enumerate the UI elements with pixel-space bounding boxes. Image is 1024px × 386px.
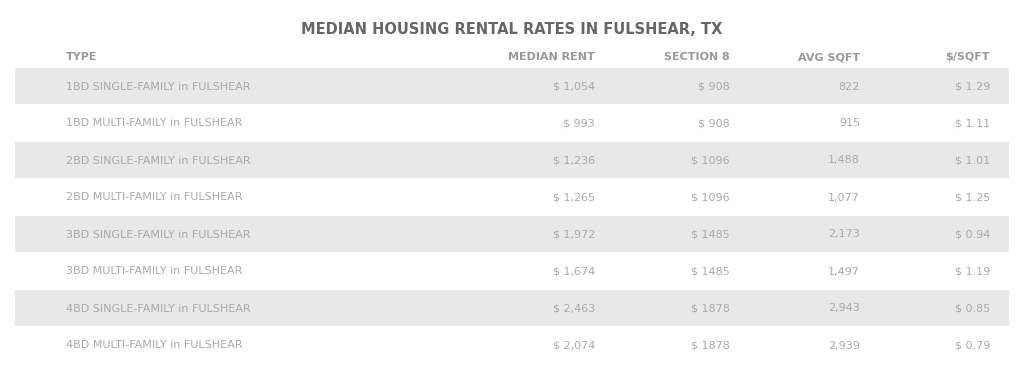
Text: MEDIAN RENT: MEDIAN RENT — [508, 52, 595, 62]
Text: 1,077: 1,077 — [828, 193, 860, 203]
Text: 3BD SINGLE-FAMILY in FULSHEAR: 3BD SINGLE-FAMILY in FULSHEAR — [66, 230, 251, 239]
Text: 2,939: 2,939 — [828, 340, 860, 350]
Bar — [15, 105, 1009, 141]
Text: 4BD SINGLE-FAMILY in FULSHEAR: 4BD SINGLE-FAMILY in FULSHEAR — [66, 303, 251, 313]
Text: 915: 915 — [839, 119, 860, 129]
Text: $ 908: $ 908 — [698, 81, 730, 91]
Bar — [15, 216, 1009, 252]
Text: SECTION 8: SECTION 8 — [665, 52, 730, 62]
Text: MEDIAN HOUSING RENTAL RATES IN FULSHEAR, TX: MEDIAN HOUSING RENTAL RATES IN FULSHEAR,… — [301, 22, 723, 37]
Text: AVG SQFT: AVG SQFT — [798, 52, 860, 62]
Text: $ 1485: $ 1485 — [691, 230, 730, 239]
Bar — [15, 327, 1009, 363]
Text: $ 1485: $ 1485 — [691, 266, 730, 276]
Text: $ 1,054: $ 1,054 — [553, 81, 595, 91]
Bar — [15, 179, 1009, 215]
Bar — [15, 290, 1009, 326]
Text: $/SQFT: $/SQFT — [945, 52, 990, 62]
Text: $ 1,265: $ 1,265 — [553, 193, 595, 203]
Text: $ 2,074: $ 2,074 — [553, 340, 595, 350]
Text: 3BD MULTI-FAMILY in FULSHEAR: 3BD MULTI-FAMILY in FULSHEAR — [66, 266, 243, 276]
Text: 2,943: 2,943 — [828, 303, 860, 313]
Text: $ 1878: $ 1878 — [691, 340, 730, 350]
Text: 1BD MULTI-FAMILY in FULSHEAR: 1BD MULTI-FAMILY in FULSHEAR — [66, 119, 243, 129]
Text: $ 1.01: $ 1.01 — [954, 156, 990, 166]
Text: 2BD SINGLE-FAMILY in FULSHEAR: 2BD SINGLE-FAMILY in FULSHEAR — [66, 156, 251, 166]
Text: 1,497: 1,497 — [828, 266, 860, 276]
Text: $ 0.79: $ 0.79 — [954, 340, 990, 350]
Text: $ 1.19: $ 1.19 — [954, 266, 990, 276]
Text: 2BD MULTI-FAMILY in FULSHEAR: 2BD MULTI-FAMILY in FULSHEAR — [66, 193, 243, 203]
Text: $ 0.85: $ 0.85 — [954, 303, 990, 313]
Bar — [15, 68, 1009, 104]
Text: $ 0.94: $ 0.94 — [954, 230, 990, 239]
Text: 4BD MULTI-FAMILY in FULSHEAR: 4BD MULTI-FAMILY in FULSHEAR — [66, 340, 243, 350]
Text: $ 1096: $ 1096 — [691, 156, 730, 166]
Text: TYPE: TYPE — [66, 52, 97, 62]
Text: $ 993: $ 993 — [563, 119, 595, 129]
Text: $ 908: $ 908 — [698, 119, 730, 129]
Text: $ 1,674: $ 1,674 — [553, 266, 595, 276]
Text: $ 1,972: $ 1,972 — [553, 230, 595, 239]
Text: $ 1878: $ 1878 — [691, 303, 730, 313]
Bar — [15, 142, 1009, 178]
Text: $ 1.25: $ 1.25 — [954, 193, 990, 203]
Text: 822: 822 — [839, 81, 860, 91]
Text: $ 1,236: $ 1,236 — [553, 156, 595, 166]
Text: $ 2,463: $ 2,463 — [553, 303, 595, 313]
Text: 1,488: 1,488 — [828, 156, 860, 166]
Text: 2,173: 2,173 — [828, 230, 860, 239]
Text: $ 1.11: $ 1.11 — [954, 119, 990, 129]
Text: $ 1096: $ 1096 — [691, 193, 730, 203]
Bar — [15, 253, 1009, 289]
Text: 1BD SINGLE-FAMILY in FULSHEAR: 1BD SINGLE-FAMILY in FULSHEAR — [66, 81, 251, 91]
Text: $ 1.29: $ 1.29 — [954, 81, 990, 91]
